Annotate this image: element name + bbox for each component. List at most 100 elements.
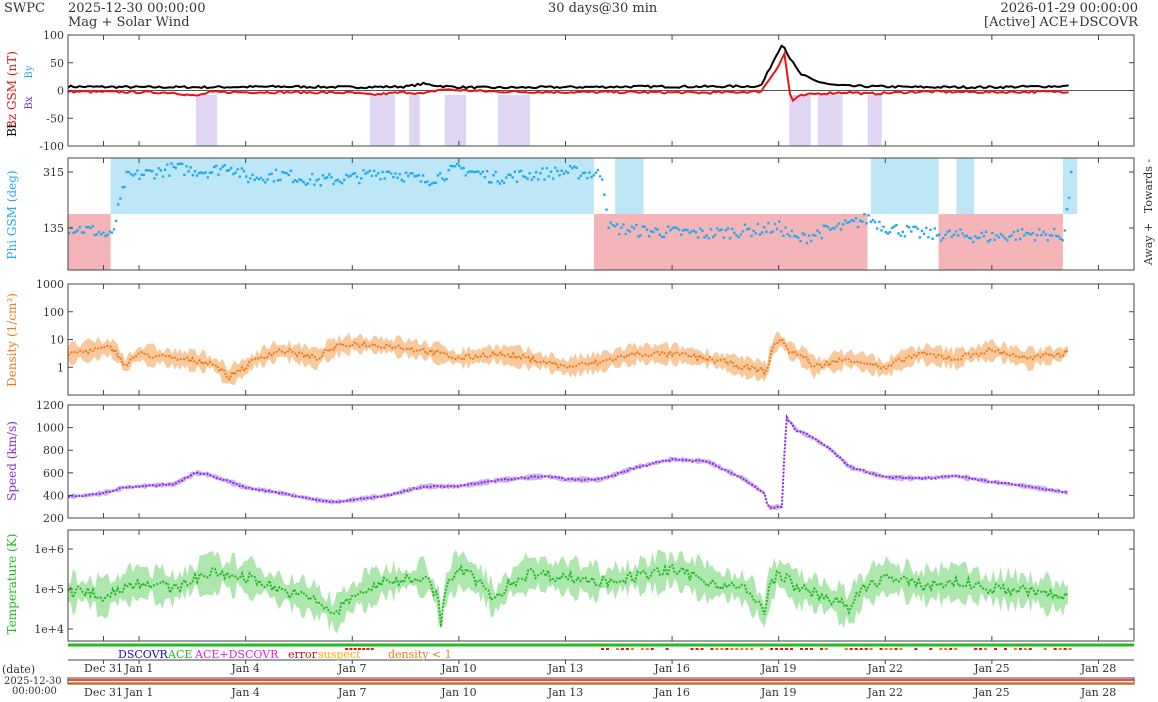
phi-point [230,166,233,170]
phi-point [151,170,154,173]
phi-point [78,225,82,229]
mag-ytick-label: 100 [43,29,64,42]
phi-point [417,174,420,177]
phi-point [957,234,960,237]
phi-point [500,179,504,182]
phi-point [370,174,374,178]
phi-point [311,172,314,176]
phi-point [611,223,615,227]
phi-point [95,233,99,236]
phi-point [185,165,188,168]
phi-point [969,237,973,240]
phi-away-band [68,214,111,270]
phi-point [496,180,499,183]
phi-point [451,165,455,168]
phi-point [812,233,815,237]
phi-point [381,170,384,174]
status-flag-mark [770,648,774,650]
phi-point [174,166,177,170]
phi-point [398,172,401,176]
phi-point [801,232,804,235]
phi-point [626,229,629,232]
phi-point [882,225,885,228]
status-flag-mark [993,648,997,650]
phi-point [144,169,148,172]
phi-point [204,171,207,174]
phi-ytick-label: 315 [43,166,64,179]
phi-point [334,179,337,182]
status-flag-mark [819,648,823,650]
phi-point [577,177,580,180]
phi-point [954,230,958,233]
phi-point [394,172,397,175]
phi-point [822,224,826,228]
x-tick-label: Jan 16 [653,686,690,699]
phi-point [562,172,565,175]
phi-point [505,176,508,179]
phi-point [594,171,597,174]
phi-point [628,230,632,233]
x-tick-label: Jan 28 [1080,686,1117,699]
phi-point [524,176,527,179]
phi-point [123,185,126,189]
phi-point [477,170,480,173]
phi-point [984,230,988,233]
phi-point [187,170,190,173]
phi-point [581,171,585,175]
status-flag-mark [690,648,694,650]
timeline-bar [67,677,1135,685]
phi-point [119,197,122,200]
phi-point [1035,233,1039,237]
phi-point [436,174,440,177]
start-time: 2025-12-30 00:00:00 [68,1,206,16]
phi-point [358,181,361,185]
phi-point [153,177,156,180]
speed-panel: 1200 1000 800 600 400 200 [36,399,1135,525]
phi-point [675,226,678,230]
temp-ytick-label: 1e+5 [34,583,64,596]
status-flag-mark [929,648,933,650]
status-flag-mark [349,648,353,650]
phi-point [647,234,651,238]
phi-point [986,240,990,243]
status-flag-mark [725,648,729,650]
phi-point [980,231,983,234]
phi-point [790,229,794,233]
phi-point [558,174,561,177]
status-flag-mark [366,648,370,650]
phi-point [837,222,841,225]
phi-point [769,231,772,234]
phi-point [415,174,418,178]
phi-point [183,173,186,176]
phi-point [379,178,382,181]
phi-point [899,234,902,237]
phi-point [583,171,587,174]
phi-point [852,219,855,223]
phi-point [1006,239,1009,242]
mag-series-bt [67,44,1069,90]
status-flag-mark [859,648,863,650]
phi-point [673,226,676,229]
status-flag-mark [665,648,669,650]
phi-point [328,173,331,176]
x-tick-label: Jan 13 [547,686,584,699]
phi-point [530,178,533,181]
phi-point [720,228,723,231]
phi-point [93,233,96,237]
phi-point [302,181,305,184]
phi-point [997,236,1000,239]
phi-point [138,177,141,181]
ylabel-bt: Bt [5,123,19,137]
status-strip [68,640,1134,650]
phi-point [515,180,519,183]
phi-point [1044,233,1047,236]
phi-point [775,227,779,231]
phi-point [351,172,354,176]
speed-range-band [68,414,1068,511]
phi-point [313,183,316,186]
phi-point [677,228,681,231]
status-flag-mark [630,648,634,650]
phi-point [596,168,600,172]
phi-point [1021,228,1024,231]
span-label: 30 days@30 min [548,1,658,16]
